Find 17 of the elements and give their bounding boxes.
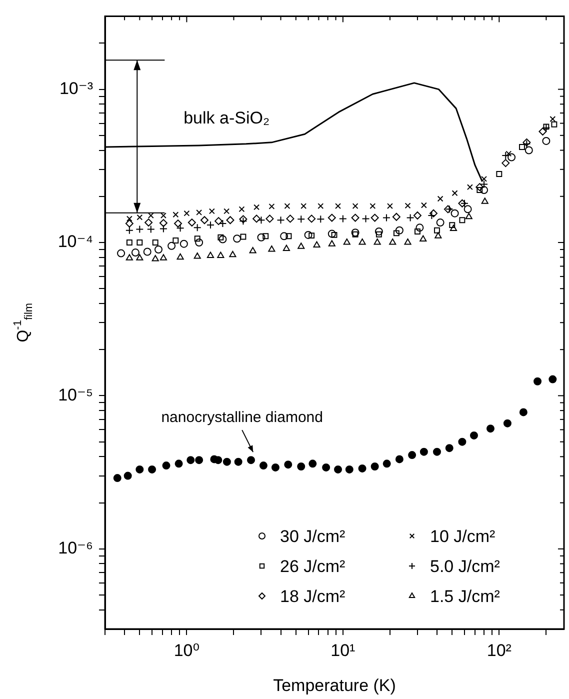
x-tick-label: 10⁰ [174, 640, 200, 660]
y-tick-label: 10⁻⁵ [58, 385, 93, 404]
x-axis-title: Temperature (K) [273, 676, 396, 695]
legend-label: 26 J/cm² [280, 557, 346, 576]
y-tick-label: 10⁻⁶ [58, 538, 93, 558]
y-tick-label: 10⁻³ [59, 78, 94, 98]
annotation: bulk a-SiO₂ [184, 108, 270, 128]
legend-label: 10 J/cm² [430, 527, 496, 546]
legend-label: 30 J/cm² [280, 527, 346, 546]
x-tick-label: 10² [486, 640, 512, 660]
annotation: nanocrystalline diamond [161, 409, 323, 426]
x-tick-label: 10¹ [330, 640, 356, 660]
legend-label: 18 J/cm² [280, 587, 346, 606]
legend-label: 1.5 J/cm² [430, 587, 500, 606]
legend-label: 5.0 J/cm² [430, 557, 500, 576]
y-tick-label: 10⁻⁴ [58, 232, 93, 252]
y-axis-title: Q-1film [12, 302, 35, 342]
